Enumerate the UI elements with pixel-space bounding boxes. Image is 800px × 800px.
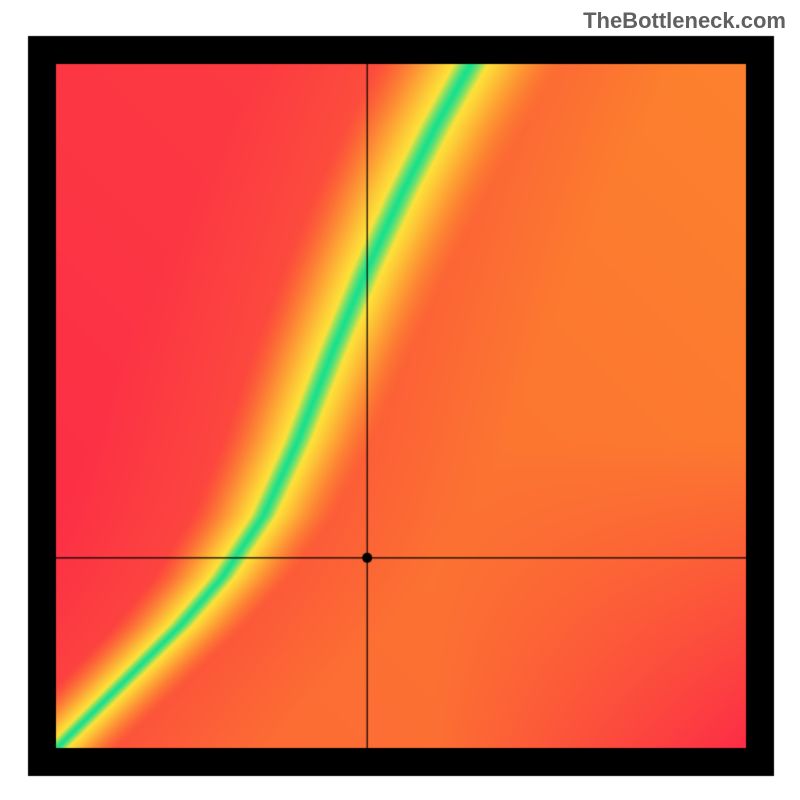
bottleneck-heatmap	[0, 0, 800, 800]
watermark-text: TheBottleneck.com	[583, 8, 786, 34]
chart-container: TheBottleneck.com	[0, 0, 800, 800]
